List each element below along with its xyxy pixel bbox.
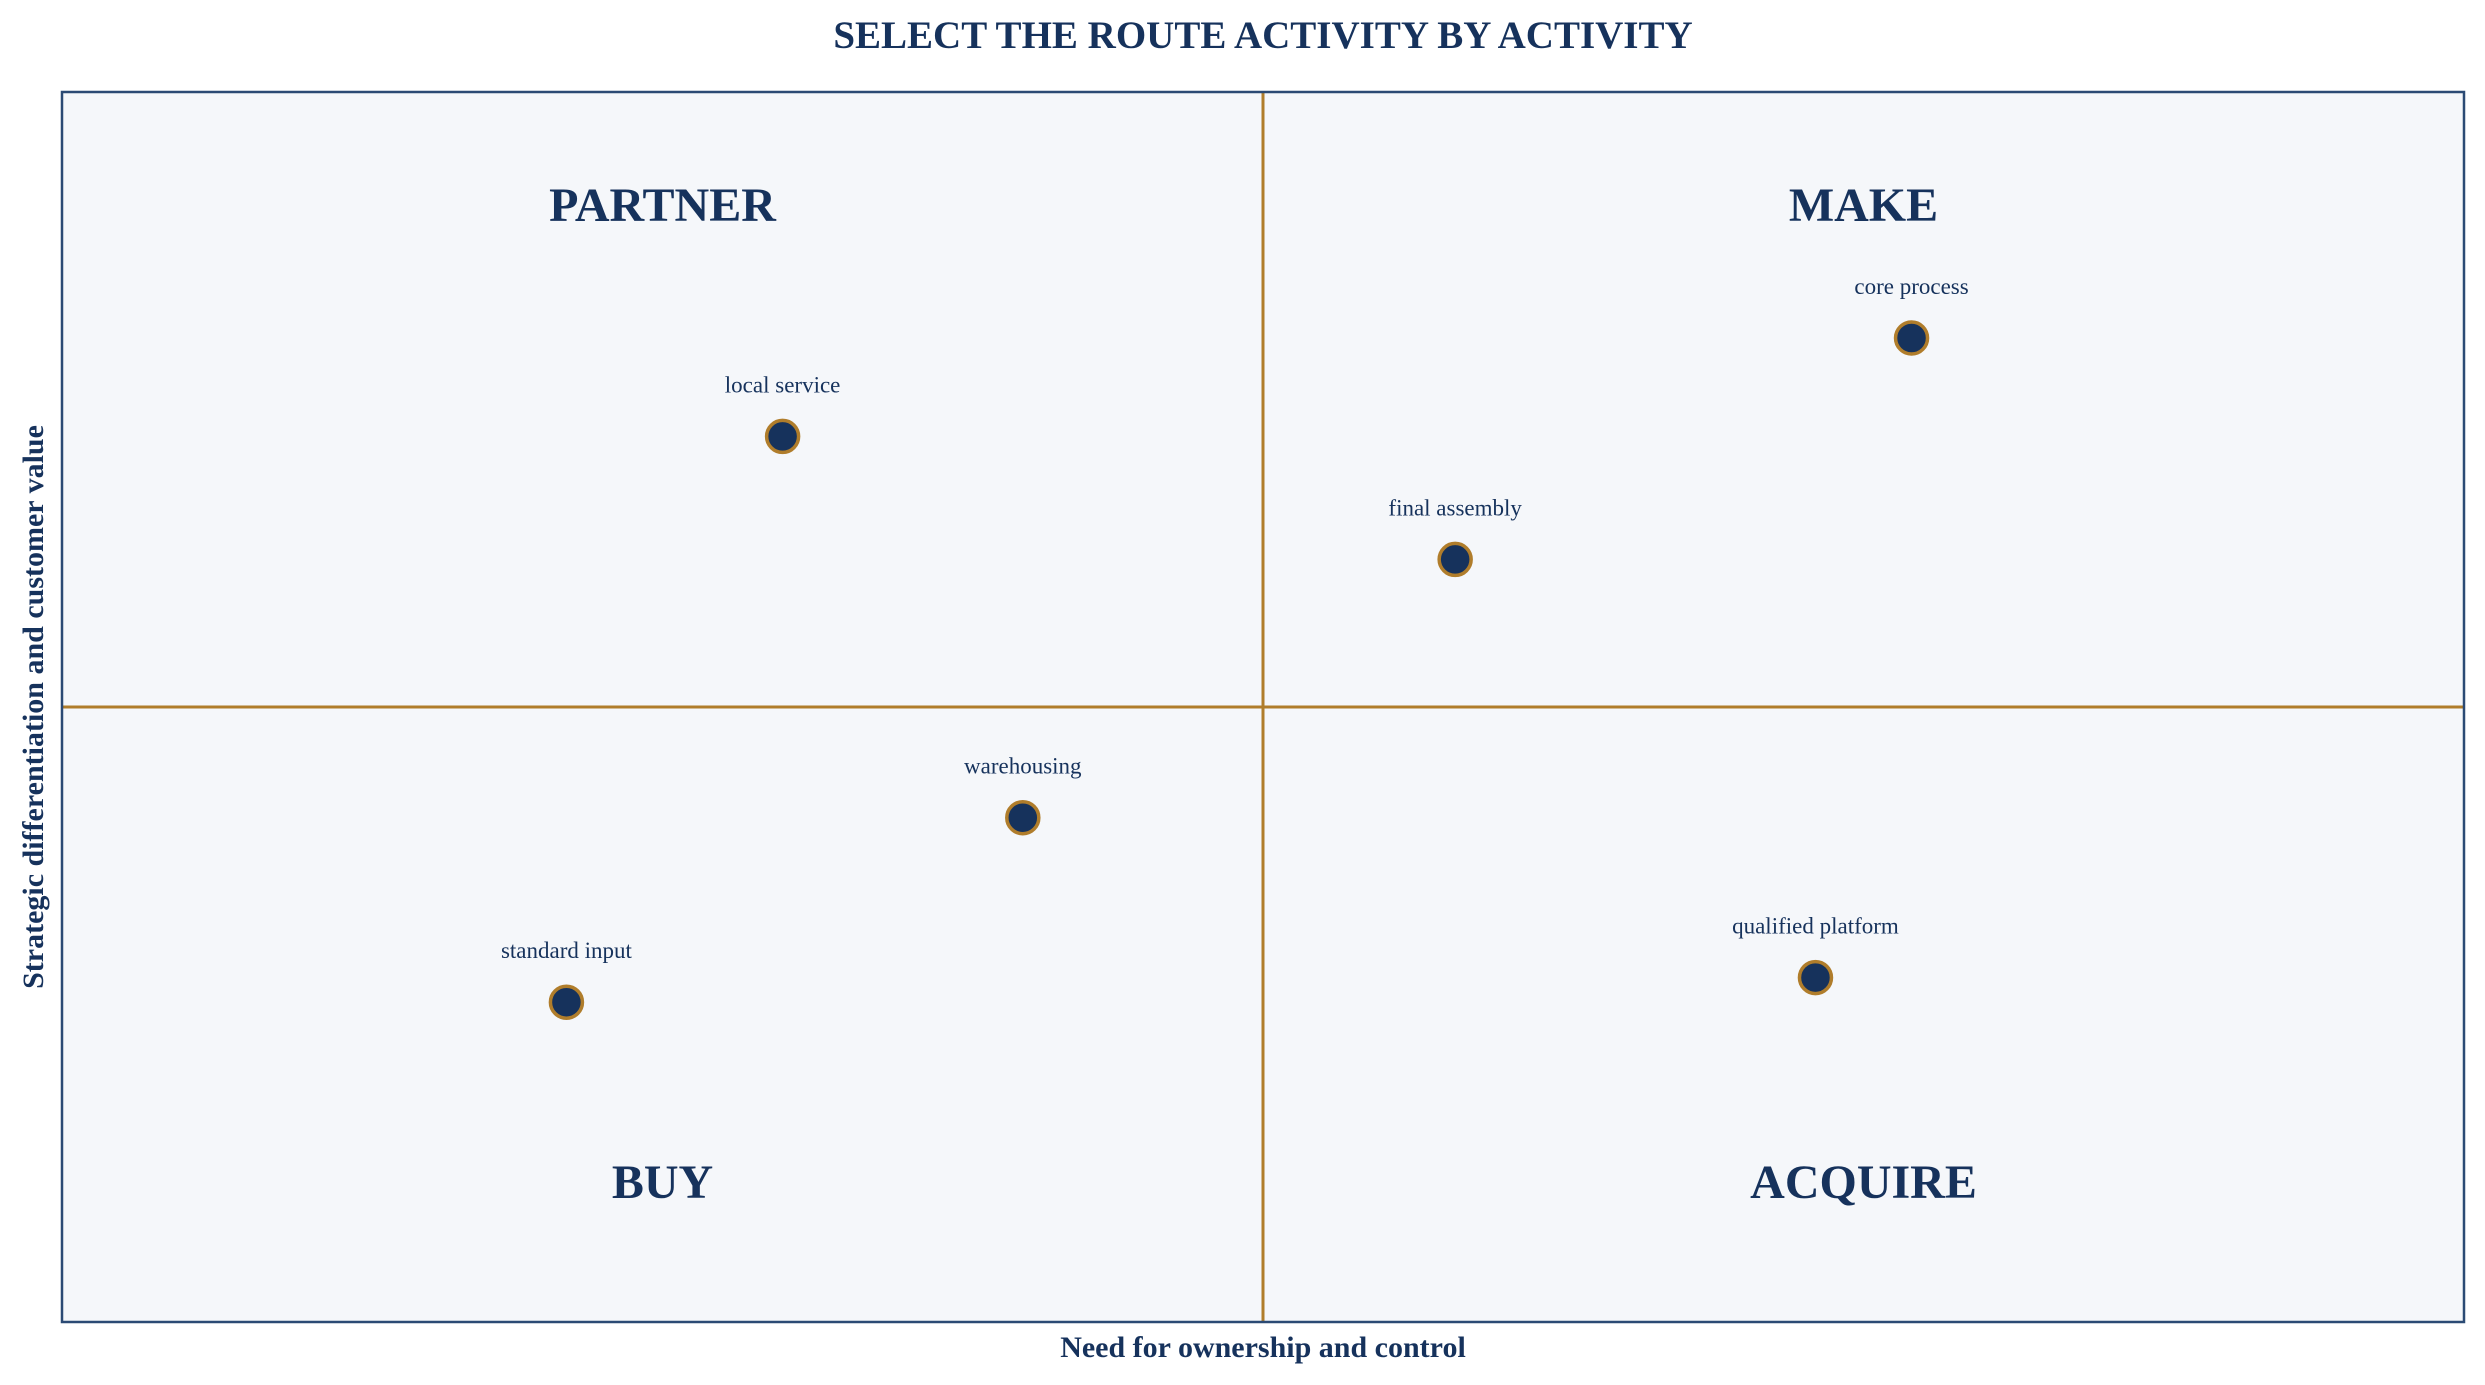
point-label-warehousing: warehousing xyxy=(964,754,1082,779)
data-point-qualified-platform xyxy=(1797,959,1834,996)
point-label-standard-input: standard input xyxy=(501,938,633,963)
data-point-warehousing xyxy=(1005,799,1041,836)
quadrant-label-buy: BUY xyxy=(612,1156,713,1209)
point-label-final-assembly: final assembly xyxy=(1388,495,1522,520)
data-points: core process local service final assembly w… xyxy=(501,274,1969,1020)
quadrant-label-acquire: ACQUIRE xyxy=(1750,1156,1977,1209)
plot-frame xyxy=(60,90,2466,1324)
data-point-final-assembly xyxy=(1437,541,1473,578)
chart-title: SELECT THE ROUTE ACTIVITY BY ACTIVITY xyxy=(833,14,1692,57)
y-axis-label: Strategic differentiation and customer v… xyxy=(17,425,50,989)
point-label-local-service: local service xyxy=(725,372,841,397)
quadrant-labels: PARTNER MAKE BUY ACQUIRE xyxy=(549,179,1977,1209)
point-label-core-process: core process xyxy=(1854,274,1968,299)
quadrant-label-partner: PARTNER xyxy=(549,179,777,232)
data-point-core-process xyxy=(1893,320,1930,356)
quadrant-label-make: MAKE xyxy=(1789,179,1938,232)
data-point-local-service xyxy=(764,418,801,455)
point-label-qualified-platform: qualified platform xyxy=(1732,914,1899,939)
data-point-standard-input xyxy=(548,984,585,1020)
x-axis-label: Need for ownership and control xyxy=(1060,1331,1466,1364)
